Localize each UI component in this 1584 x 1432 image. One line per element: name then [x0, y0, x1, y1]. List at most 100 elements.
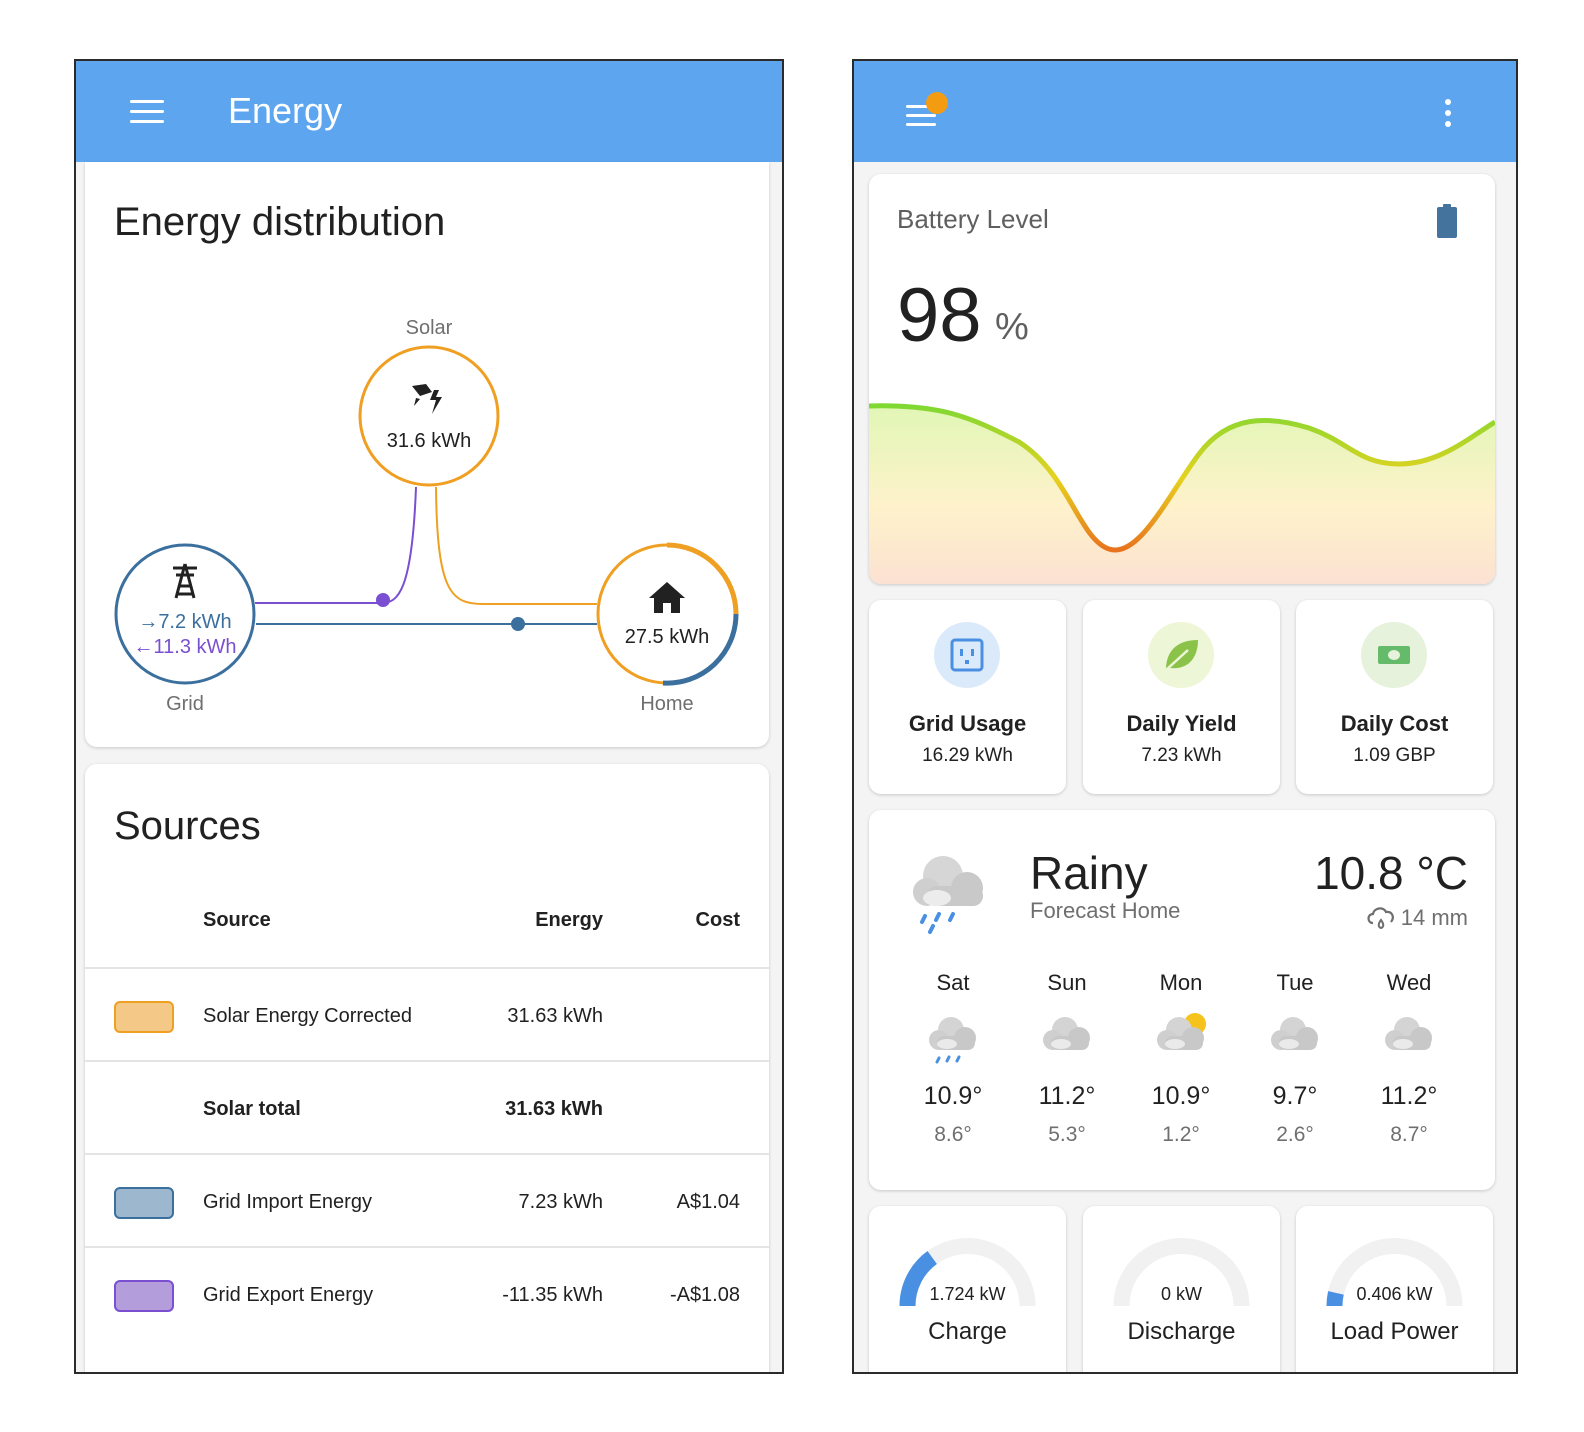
- energy-flow-diagram: Solar 31.6 kWh →7.2 kWh ←11.3 kWh Grid: [114, 317, 739, 715]
- gauge-value-arc: [1326, 1291, 1344, 1307]
- app-bar: [854, 61, 1516, 162]
- precipitation: 14 mm: [1365, 903, 1468, 931]
- table-row[interactable]: Solar Energy Corrected 31.63 kWh: [85, 967, 769, 1059]
- tile-title: Grid Usage: [908, 711, 1027, 736]
- forecast-day-name: Sun: [1047, 970, 1087, 995]
- precipitation-value: 14 mm: [1400, 905, 1468, 930]
- tile-icon-background: [1361, 622, 1427, 688]
- forecast-high: 9.7°: [1272, 1082, 1318, 1110]
- solar-power-icon: [412, 384, 442, 414]
- gauge-track: [1113, 1238, 1250, 1307]
- solar-node[interactable]: [358, 345, 500, 487]
- gauge-load-power[interactable]: 0.406 kW Load Power: [1296, 1206, 1493, 1372]
- forecast-low: 2.6°: [1276, 1123, 1314, 1146]
- grid-label: Grid: [166, 693, 204, 715]
- notification-badge: [926, 92, 948, 114]
- forecast-high: 11.2°: [1380, 1082, 1438, 1110]
- forecast-day-wed: Wed 11.2° 8.7°: [1352, 970, 1466, 1147]
- grid-node[interactable]: [114, 543, 256, 685]
- gauge-value: 0.406 kW: [1356, 1284, 1433, 1304]
- weather-condition: Rainy: [1030, 847, 1148, 899]
- current-temperature: 10.8 °C: [1314, 847, 1468, 899]
- table-row[interactable]: Grid Export Energy -11.35 kWh -A$1.08: [85, 1246, 769, 1338]
- source-energy: 7.23 kWh: [518, 1191, 603, 1213]
- rainy-cloud-icon: [913, 856, 983, 934]
- forecast-low: 1.2°: [1162, 1123, 1200, 1146]
- power-socket-icon: [950, 638, 984, 672]
- flow-dot-import: [511, 617, 525, 631]
- tile-title: Daily Yield: [1126, 711, 1237, 736]
- source-name: Grid Export Energy: [203, 1284, 374, 1306]
- weather-forecast-card[interactable]: Rainy Forecast Home 10.8 °C 14 mm Sat 10.…: [869, 810, 1495, 1190]
- home-node-solar-arc: [666, 542, 739, 615]
- daily-cost-tile[interactable]: Daily Cost 1.09 GBP: [1296, 600, 1493, 794]
- forecast-day-sun: Sun 11.2° 5.3°: [1010, 970, 1124, 1147]
- gauge-title: Discharge: [1127, 1318, 1236, 1345]
- forecast-day-name: Tue: [1276, 970, 1314, 995]
- solar-value: 31.6 kWh: [387, 430, 471, 452]
- gauge-value: 0 kW: [1160, 1284, 1202, 1304]
- gauge-charge[interactable]: 1.724 kW Charge: [869, 1206, 1066, 1372]
- tile-icon-background: [1148, 622, 1214, 688]
- battery-level-card[interactable]: Battery Level 98 %: [869, 174, 1495, 584]
- battery-level-title: Battery Level: [897, 204, 1049, 234]
- hamburger-menu-icon[interactable]: [130, 98, 166, 126]
- sources-card: Sources Source Energy Cost Solar Energy …: [85, 764, 769, 1372]
- color-swatch: [114, 1001, 174, 1033]
- hamburger-menu-icon[interactable]: [906, 103, 938, 127]
- home-node-grid-arc: [662, 613, 739, 686]
- daily-yield-tile[interactable]: Daily Yield 7.23 kWh: [1083, 600, 1280, 794]
- gauge-dial: [899, 1238, 1036, 1307]
- grid-usage-tile[interactable]: Grid Usage 16.29 kWh: [869, 600, 1066, 794]
- gauge-title: Charge: [928, 1318, 1007, 1345]
- forecast-low: 8.6°: [934, 1123, 972, 1146]
- table-row[interactable]: Solar total 31.63 kWh: [85, 1060, 769, 1152]
- energy-dashboard-screen: Energy Energy distribution Solar 31.6 kW…: [74, 59, 784, 1374]
- home-value: 27.5 kWh: [625, 626, 709, 648]
- cloudy-icon: [1043, 1017, 1090, 1050]
- home-icon: [649, 582, 685, 613]
- more-vertical-icon[interactable]: [1444, 99, 1452, 129]
- gauge-dial: [1326, 1238, 1463, 1307]
- source-cost: A$1.04: [676, 1191, 740, 1213]
- forecast-low: 8.7°: [1390, 1123, 1428, 1146]
- partly-cloudy-icon: [1157, 1013, 1206, 1050]
- source-name: Grid Import Energy: [203, 1191, 372, 1213]
- flow-dot-export: [376, 593, 390, 607]
- forecast-high: 10.9°: [1151, 1082, 1211, 1110]
- battery-level-unit: %: [995, 306, 1029, 348]
- home-dashboard-screen: Battery Level 98 %: [852, 59, 1518, 1374]
- forecast-high: 11.2°: [1038, 1082, 1096, 1110]
- source-name: Solar Energy Corrected: [203, 1005, 412, 1027]
- forecast-day-mon: Mon 10.9° 1.2°: [1124, 970, 1238, 1147]
- page-title: Energy: [228, 90, 343, 131]
- tile-value: 1.09 GBP: [1353, 745, 1436, 766]
- grid-export-value: ←11.3 kWh: [134, 636, 237, 658]
- rain-cloud-outline-icon: [1367, 907, 1394, 930]
- leaf-icon: [1165, 640, 1198, 671]
- tile-title: Daily Cost: [1340, 711, 1449, 736]
- color-swatch: [114, 1187, 174, 1219]
- forecast-day-name: Mon: [1159, 970, 1203, 995]
- home-label: Home: [640, 693, 693, 715]
- table-row[interactable]: Grid Import Energy 7.23 kWh A$1.04: [85, 1153, 769, 1245]
- color-swatch: [114, 1280, 174, 1312]
- weather-location: Forecast Home: [1030, 898, 1181, 923]
- gauge-discharge[interactable]: 0 kW Discharge: [1083, 1206, 1280, 1372]
- gauge-value: 1.724 kW: [929, 1284, 1006, 1304]
- tile-value: 16.29 kWh: [922, 745, 1013, 766]
- app-bar: Energy: [76, 61, 782, 162]
- forecast-low: 5.3°: [1048, 1123, 1086, 1146]
- card-title: Sources: [114, 804, 261, 848]
- cloudy-icon: [1385, 1017, 1432, 1050]
- forecast-day-sat: Sat 10.9° 8.6°: [896, 970, 1010, 1147]
- tile-icon-background: [934, 622, 1000, 688]
- source-energy: -11.35 kWh: [502, 1284, 603, 1306]
- forecast-high: 10.9°: [923, 1082, 983, 1110]
- battery-icon: [1437, 204, 1457, 238]
- gauge-track: [1326, 1238, 1463, 1307]
- cash-icon: [1378, 646, 1410, 664]
- forecast-day-name: Sat: [936, 970, 970, 995]
- column-header-energy: Energy: [535, 909, 603, 931]
- gauge-title: Load Power: [1330, 1318, 1459, 1345]
